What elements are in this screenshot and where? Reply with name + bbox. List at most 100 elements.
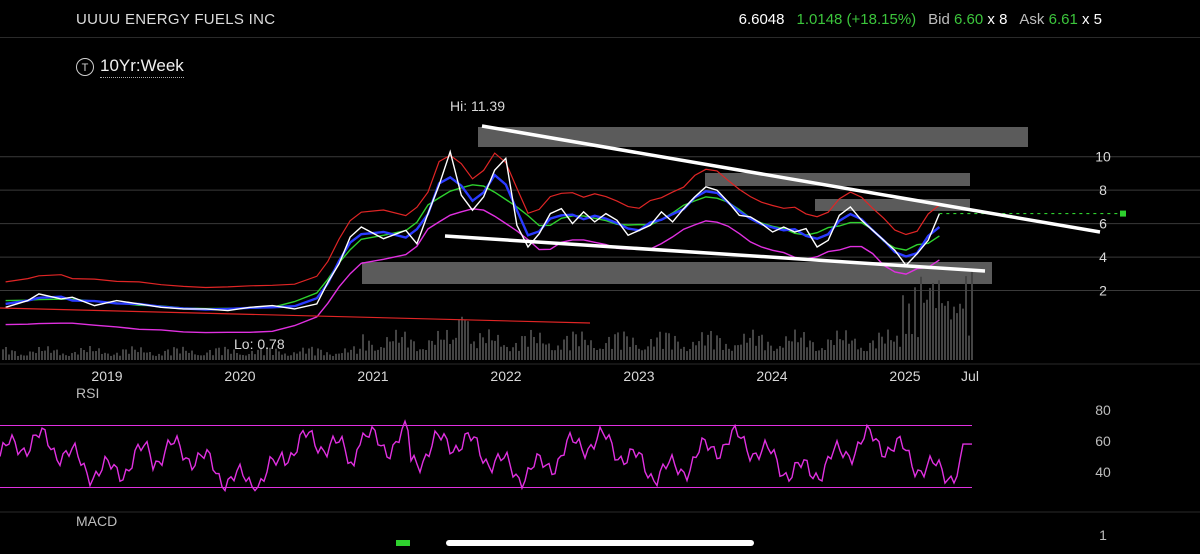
volume-bar: [404, 331, 406, 360]
volume-bar: [422, 349, 424, 360]
volume-bar: [560, 349, 562, 360]
volume-bar: [299, 351, 301, 360]
volume-bar: [101, 353, 103, 360]
volume-bar: [722, 349, 724, 360]
volume-bar: [854, 338, 856, 360]
volume-bar: [176, 348, 178, 360]
volume-bar: [572, 331, 574, 360]
volume-bar: [743, 333, 745, 360]
volume-bar: [59, 355, 61, 360]
volume-bar: [443, 339, 445, 360]
volume-bar: [446, 329, 448, 360]
volume-bar: [878, 332, 880, 360]
volume-bar: [14, 351, 16, 360]
volume-bar: [884, 343, 886, 360]
volume-bar: [506, 346, 508, 360]
bollinger-upper-line: [5, 152, 940, 289]
volume-bar: [314, 355, 316, 360]
volume-bar: [515, 342, 517, 360]
volume-bars: [2, 268, 973, 360]
volume-bar: [77, 354, 79, 360]
volume-bar: [521, 336, 523, 360]
sma-line: [5, 184, 940, 310]
macd-panel: 1: [396, 527, 1107, 546]
volume-bar: [71, 353, 73, 360]
volume-bar: [755, 345, 757, 360]
volume-bar: [914, 287, 916, 360]
volume-bar: [659, 331, 661, 360]
volume-bar: [908, 303, 910, 360]
volume-bar: [710, 330, 712, 360]
volume-bar: [371, 344, 373, 360]
volume-bar: [509, 351, 511, 360]
volume-bar: [98, 348, 100, 360]
volume-bar: [650, 339, 652, 360]
timeframe-label[interactable]: 10Yr:Week: [100, 56, 184, 78]
volume-bar: [227, 349, 229, 360]
volume-bar: [704, 345, 706, 360]
y-tick-label-2: 2: [1099, 283, 1107, 299]
volume-bar: [566, 335, 568, 360]
volume-bar: [272, 355, 274, 360]
volume-bar: [356, 353, 358, 360]
volume-bar: [716, 335, 718, 360]
volume-bar: [788, 340, 790, 360]
volume-bar: [50, 352, 52, 360]
volume-bar: [5, 346, 7, 360]
volume-bar: [536, 343, 538, 360]
volume-bar: [410, 339, 412, 360]
volume-bar: [248, 354, 250, 360]
axis-labels: 2 4 6 8 10 2019 2020 2021 2022 2023 2024 2025 Jul: [0, 149, 1200, 384]
volume-bar: [563, 339, 565, 360]
volume-bar: [194, 354, 196, 360]
volume-bar: [842, 340, 844, 360]
volume-bar: [68, 355, 70, 360]
volume-bar: [629, 346, 631, 360]
volume-bar: [545, 344, 547, 360]
volume-bar: [365, 350, 367, 360]
volume-bar: [926, 299, 928, 360]
timeframe-selector[interactable]: T 10Yr:Week: [76, 56, 184, 78]
volume-bar: [92, 351, 94, 360]
volume-bar: [488, 329, 490, 360]
volume-bar: [728, 348, 730, 360]
volume-bar: [230, 353, 232, 360]
x-tick-label-2023: 2023: [623, 368, 654, 384]
volume-bar: [83, 350, 85, 360]
volume-bar: [419, 349, 421, 360]
volume-bar: [119, 355, 121, 360]
home-indicator[interactable]: [446, 540, 754, 546]
x-tick-label-Jul: Jul: [961, 368, 979, 384]
volume-bar: [812, 342, 814, 360]
volume-bar: [773, 350, 775, 360]
volume-bar: [146, 352, 148, 360]
volume-bar: [47, 346, 49, 360]
volume-bar: [398, 342, 400, 360]
volume-bar: [110, 355, 112, 360]
volume-bar: [263, 355, 265, 360]
volume-bar: [770, 345, 772, 360]
volume-bar: [134, 349, 136, 360]
rsi-line: [0, 419, 972, 493]
volume-bar: [65, 355, 67, 360]
volume-bar: [797, 342, 799, 360]
bid-size: x 8: [987, 11, 1008, 28]
volume-bar: [41, 351, 43, 360]
volume-bar: [875, 348, 877, 360]
y-tick-label-4: 4: [1099, 249, 1107, 265]
volume-bar: [212, 355, 214, 360]
volume-bar: [653, 346, 655, 360]
volume-bar: [530, 329, 532, 360]
volume-bar: [284, 353, 286, 360]
volume-bar: [725, 343, 727, 360]
y-tick-label-8: 8: [1099, 182, 1107, 198]
volume-bar: [935, 308, 937, 360]
volume-bar: [764, 350, 766, 360]
volume-bar: [833, 345, 835, 360]
lower-trendline: [444, 234, 986, 273]
price-zone-2: [705, 173, 970, 186]
volume-bar: [899, 346, 901, 360]
volume-bar: [479, 333, 481, 360]
volume-bar: [275, 348, 277, 360]
